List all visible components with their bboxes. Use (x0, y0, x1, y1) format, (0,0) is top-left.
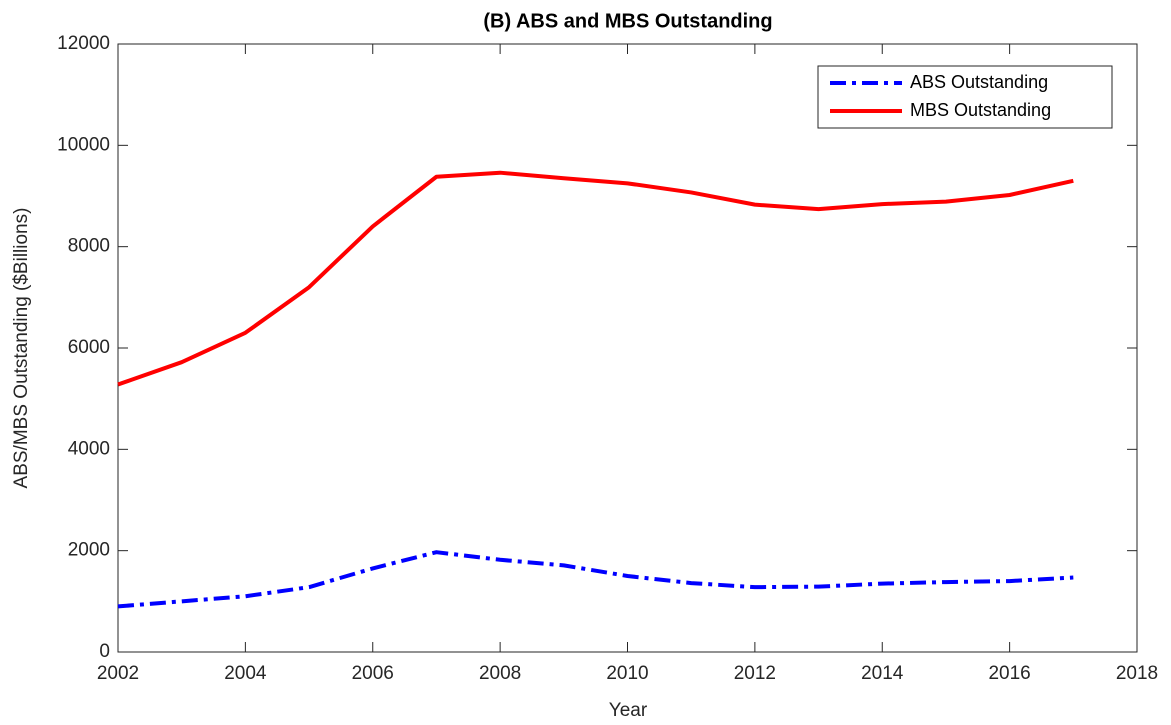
x-tick-label: 2018 (1116, 663, 1158, 684)
y-tick-label: 2000 (68, 540, 110, 561)
y-axis-label: ABS/MBS Outstanding ($Billions) (11, 208, 32, 489)
legend-label: MBS Outstanding (910, 100, 1051, 120)
x-tick-label: 2008 (479, 663, 521, 684)
data-line (117, 550, 1074, 609)
legend-box (817, 65, 1113, 129)
x-tick-label: 2010 (606, 663, 648, 684)
x-tick-label: 2002 (97, 663, 139, 684)
x-tick-label: 2012 (734, 663, 776, 684)
x-tick-label: 2014 (861, 663, 904, 684)
y-tick-label: 12000 (57, 33, 110, 54)
data-line (117, 170, 1074, 387)
y-tick-label: 0 (99, 641, 110, 662)
plot-frame (117, 43, 1138, 653)
x-tick-label: 2004 (224, 663, 267, 684)
y-tick-label: 8000 (68, 236, 110, 257)
x-tick-label: 2006 (352, 663, 394, 684)
chart-title: (B) ABS and MBS Outstanding (483, 10, 772, 32)
y-tick-label: 10000 (57, 134, 110, 155)
y-tick-label: 6000 (68, 337, 110, 358)
legend-label: ABS Outstanding (910, 72, 1048, 92)
x-axis-label: Year (609, 700, 648, 721)
y-tick-label: 4000 (68, 438, 110, 459)
x-tick-label: 2016 (988, 663, 1030, 684)
